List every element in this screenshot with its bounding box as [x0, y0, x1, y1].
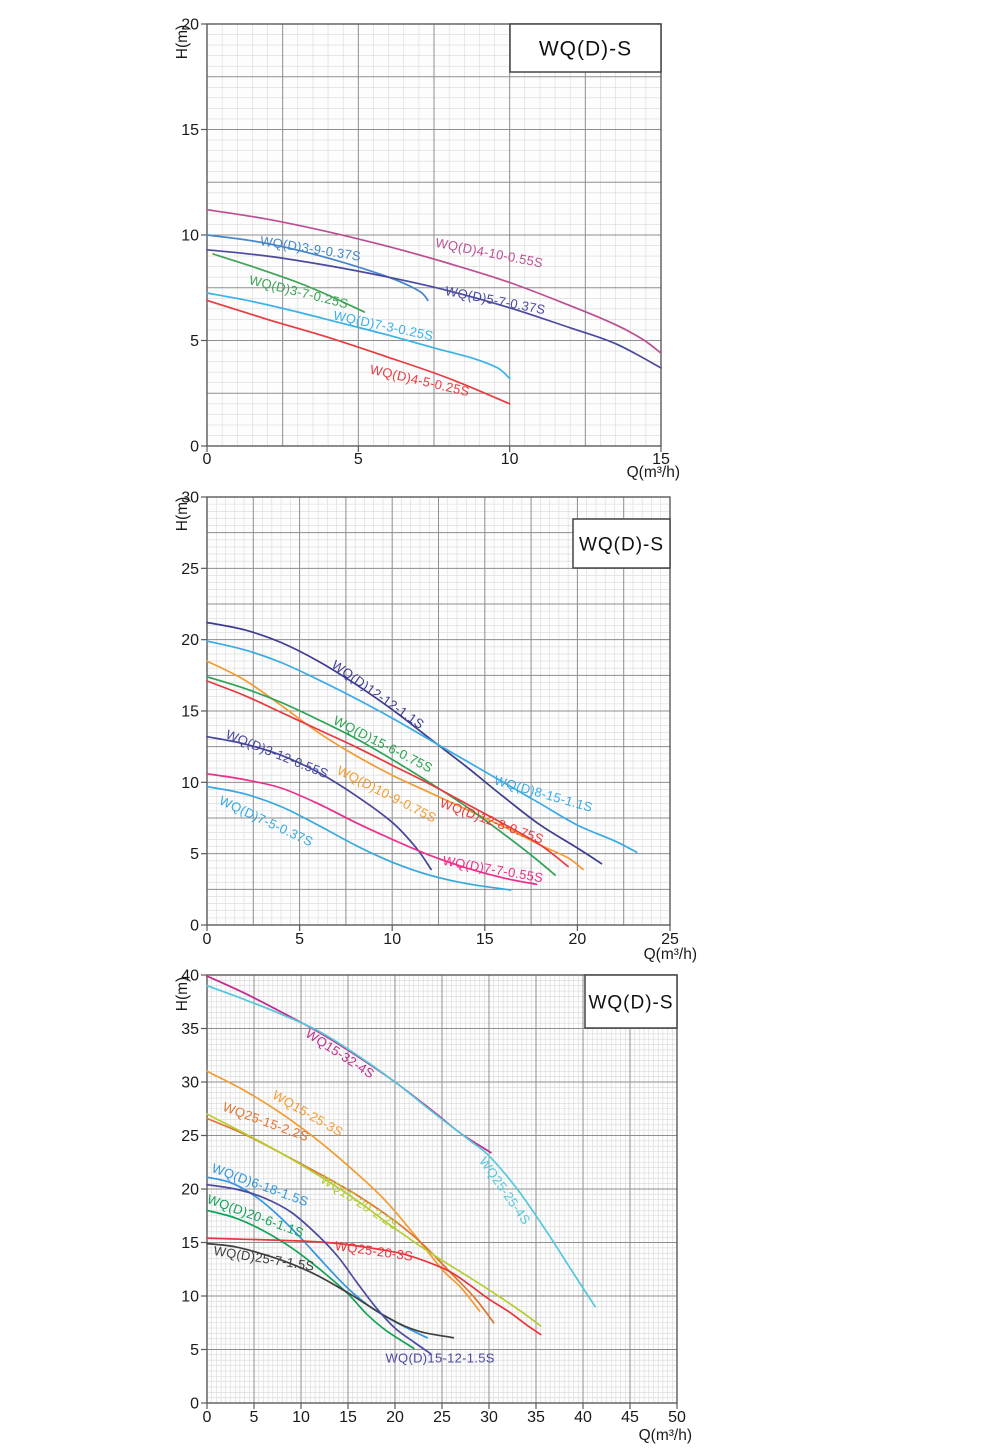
y-tick-label: 5 — [190, 1342, 199, 1359]
y-axis-label: H(m) — [174, 497, 191, 531]
x-axis-label: Q(m³/h) — [639, 1427, 692, 1444]
curve-WQ(D)4-5-0.25S — [206, 299, 511, 405]
x-tick-label: 40 — [574, 1409, 592, 1426]
curve-WQ(D)5-7-0.37S — [206, 248, 662, 369]
chart-title-box — [509, 23, 662, 73]
x-tick-label: 15 — [339, 1409, 357, 1426]
x-tick-label: 15 — [476, 931, 494, 948]
x-tick-label: 20 — [569, 931, 587, 948]
y-tick-label: 20 — [181, 632, 199, 649]
chart-title: WQ(D)-S — [579, 534, 664, 555]
curve-WQ(D)12-12-1.1S — [206, 621, 603, 865]
curve-WQ(D)3-12-0.55S — [206, 735, 432, 871]
y-tick-label: 30 — [181, 490, 199, 507]
x-tick-label: 0 — [203, 931, 212, 948]
chart-title-box — [584, 974, 678, 1029]
x-tick-label: 5 — [295, 931, 304, 948]
pump-curve-chart-3: 0 5 10 15 20 25 30 35 40 45 50 0 5 10 15 20 25 30 35 40 Q(m³… — [174, 968, 692, 1445]
x-tick-label: 10 — [383, 931, 401, 948]
y-tick-label: 10 — [181, 1289, 199, 1306]
curves — [206, 621, 638, 891]
y-tick-label: 0 — [190, 918, 199, 935]
curve-WQ(D)4-10-0.55S — [206, 208, 662, 355]
curve-WQ(D)12-8-0.75S — [206, 680, 569, 868]
axis-tick-labels: 0 5 10 15 20 25 30 35 40 45 50 0 5 10 15 20 25 30 35 40 — [181, 968, 686, 1427]
x-tick-label: 15 — [652, 451, 670, 468]
y-axis-label: H(m) — [174, 977, 191, 1011]
y-tick-label: 25 — [181, 561, 199, 578]
curve-WQ25-25-4S — [206, 984, 597, 1308]
y-tick-label: 0 — [190, 439, 199, 456]
x-tick-label: 0 — [203, 451, 212, 468]
y-tick-label: 15 — [181, 704, 199, 721]
curve-WQ(D)7-5-0.37S — [206, 785, 512, 891]
x-tick-label: 25 — [661, 931, 679, 948]
x-axis-label: Q(m³/h) — [644, 946, 697, 963]
curves — [206, 975, 597, 1355]
curve-WQ(D)3-9-0.37S — [206, 234, 429, 302]
axis-ticks — [201, 496, 671, 931]
x-tick-label: 20 — [386, 1409, 404, 1426]
x-tick-label: 0 — [203, 1409, 212, 1426]
x-tick-label: 10 — [292, 1409, 310, 1426]
y-tick-label: 10 — [181, 228, 199, 245]
y-tick-label: 15 — [181, 1235, 199, 1252]
x-tick-label: 5 — [250, 1409, 259, 1426]
curve-WQ(D)7-7-0.55S — [206, 772, 538, 886]
x-axis-label: Q(m³/h) — [627, 464, 680, 481]
curve-WQ15-20-2.2S — [206, 1113, 542, 1327]
y-tick-label: 15 — [181, 122, 199, 139]
y-tick-label: 25 — [181, 1128, 199, 1145]
curve-WQ25-20-3S — [206, 1237, 542, 1336]
y-tick-label: 35 — [181, 1021, 199, 1038]
x-tick-label: 35 — [527, 1409, 545, 1426]
x-tick-label: 50 — [668, 1409, 686, 1426]
y-tick-label: 0 — [190, 1396, 199, 1413]
curve-WQ(D)7-3-0.25S — [206, 292, 511, 380]
curve-WQ15-25-3S — [206, 1070, 481, 1312]
chart-title-box — [572, 518, 671, 569]
curve-WQ(D)20-6-1.1S — [206, 1209, 415, 1350]
curve-WQ(D)25-7-1.5S — [206, 1242, 455, 1339]
x-tick-label: 45 — [621, 1409, 639, 1426]
curve-WQ(D)15-6-0.75S — [206, 675, 557, 876]
pump-curve-chart-2: 0 5 10 15 20 25051015202530Q(m³/h)H(m)WQ(D)12… — [174, 490, 697, 964]
y-tick-label: 30 — [181, 1075, 199, 1092]
grid-major — [207, 24, 661, 446]
x-tick-label: 25 — [433, 1409, 451, 1426]
curve-WQ(D)3-7-0.25S — [212, 253, 366, 313]
curve-label-WQ(D)15-12-1.5S: WQ(D)15-12-1.5S — [385, 1350, 494, 1365]
y-tick-label: 5 — [190, 846, 199, 863]
y-tick-label: 5 — [190, 333, 199, 350]
grid-major — [207, 975, 677, 1403]
x-tick-label: 10 — [501, 451, 519, 468]
chart-title: WQ(D)-S — [539, 38, 632, 61]
y-tick-label: 10 — [181, 775, 199, 792]
x-tick-label: 30 — [480, 1409, 498, 1426]
curve-WQ(D)15-12-1.5S — [206, 1183, 432, 1355]
chart-title: WQ(D)-S — [588, 992, 673, 1013]
axis-ticks — [201, 974, 678, 1409]
y-axis-label: H(m) — [174, 25, 191, 59]
axis-tick-labels: 0 5 10 15 0 5 10 15 20 — [181, 17, 670, 469]
curve-WQ(D)8-15-1.1S — [206, 640, 638, 854]
grid-major — [207, 497, 670, 925]
axis-ticks — [201, 23, 662, 452]
y-tick-label: 40 — [181, 968, 199, 985]
curves — [206, 208, 662, 405]
y-tick-label: 20 — [181, 1182, 199, 1199]
x-tick-label: 5 — [354, 451, 363, 468]
axis-tick-labels: 0 5 10 15 20 25 0 5 10 15 20 25 30 — [181, 490, 679, 949]
y-tick-label: 20 — [181, 17, 199, 34]
